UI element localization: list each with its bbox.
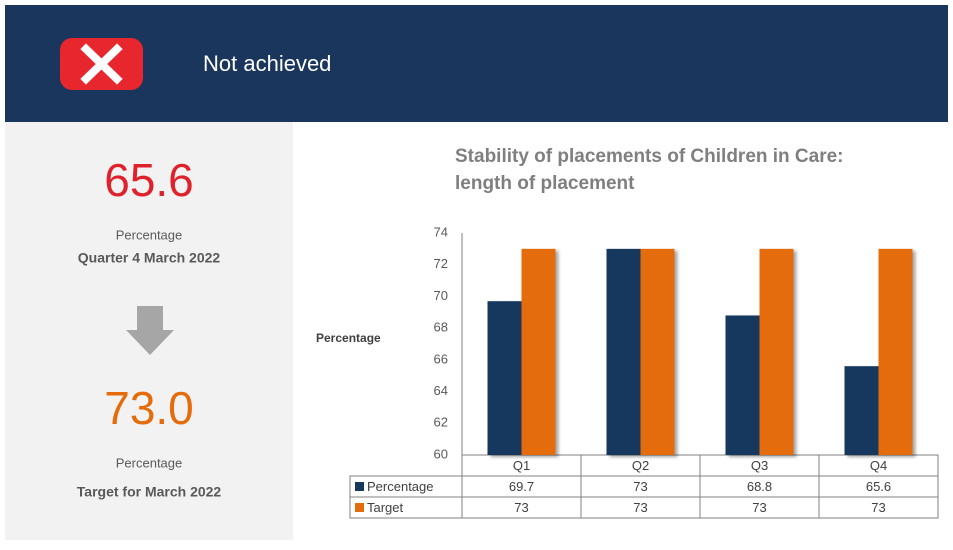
status-text: Not achieved [203,51,331,76]
y-tick-label: 62 [434,415,448,430]
kpi-period: Target for March 2022 [77,484,222,500]
bar [878,248,913,455]
table-value: 65.6 [866,479,891,494]
legend-label: Percentage [367,479,434,494]
chart-title: length of placement [455,173,635,194]
bar [487,301,522,455]
legend-swatch [355,503,364,512]
table-value: 73 [633,479,647,494]
bar [844,366,879,455]
y-tick-label: 74 [434,224,448,239]
x-tick-label: Q2 [632,458,649,473]
kpi-unit: Percentage [116,455,183,470]
x-tick-label: Q4 [870,458,887,473]
kpi-period: Quarter 4 March 2022 [78,250,221,266]
table-value: 68.8 [747,479,772,494]
y-tick-label: 70 [434,288,448,303]
x-tick-label: Q1 [513,458,530,473]
legend-swatch [355,482,364,491]
kpi-actual: 65.6 [104,154,194,206]
y-axis-label: Percentage [316,331,381,345]
bar [725,315,760,455]
bar [640,248,675,455]
table-value: 73 [514,500,528,515]
table-value: 73 [871,500,885,515]
y-tick-label: 64 [434,383,448,398]
cross-icon [80,43,123,85]
y-tick-label: 66 [434,351,448,366]
y-tick-label: 60 [434,446,448,461]
y-tick-label: 72 [434,256,448,271]
legend-label: Target [367,500,404,515]
bar [521,248,556,455]
bar [759,248,794,455]
table-value: 73 [633,500,647,515]
trend-arrow [126,306,174,355]
table-value: 73 [752,500,766,515]
x-tick-label: Q3 [751,458,768,473]
chart-title: Stability of placements of Children in C… [455,146,844,167]
y-tick-label: 68 [434,320,448,335]
bar [606,248,641,455]
kpi-target: 73.0 [104,382,194,434]
kpi-unit: Percentage [116,227,183,242]
header-bar [5,5,948,122]
table-value: 69.7 [509,479,534,494]
